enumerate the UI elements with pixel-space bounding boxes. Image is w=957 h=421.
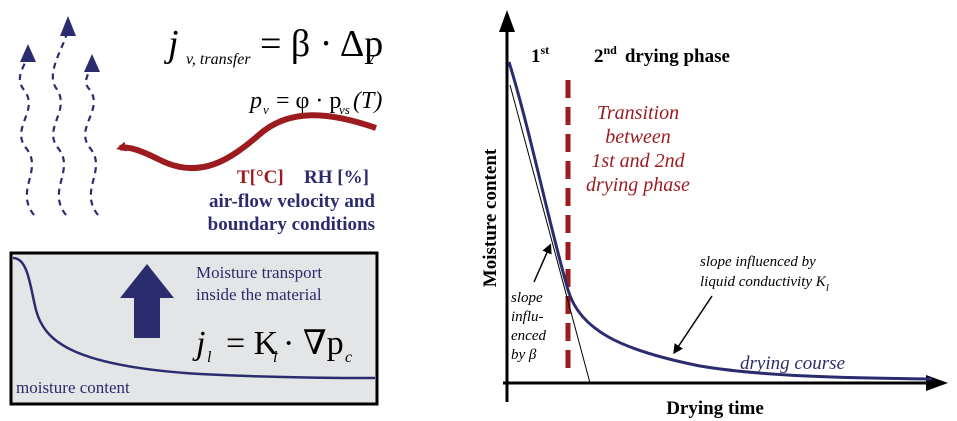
svg-text:v: v [366,48,374,68]
svg-text:j: j [163,23,179,65]
airflow-arrow [116,112,377,172]
climate-labels: T[°C] RH [%] [237,167,369,188]
arrow-up-icon [84,54,100,72]
y-axis-label: Moisture content [480,148,501,287]
svg-text:T[°C]: T[°C] [237,167,284,188]
svg-text:boundary conditions: boundary conditions [208,214,375,235]
slope-k-arrow [673,295,713,355]
tangent-line [509,84,591,384]
svg-text:enced: enced [511,328,546,344]
svg-text:RH [%]: RH [%] [304,167,369,188]
svg-text:= K: = K [226,325,279,362]
svg-text:influ-: influ- [511,309,544,325]
moisture-profile-curve [12,256,376,380]
vapor-line-2 [51,23,70,216]
slope-beta-label: slope influ- enced by β [511,290,546,363]
arrow-up-icon [60,16,76,36]
svg-text:1st and 2nd: 1st and 2nd [591,150,685,172]
formula-transfer: j v, transfer = β · Δp v [163,23,383,68]
drying-chart: Moisture content Drying time 1st 2nd dryi… [480,10,948,419]
svg-text:drying phase: drying phase [586,174,690,196]
svg-text:= φ · p: = φ · p [276,88,341,114]
x-axis-arrow [926,375,948,391]
svg-text:c: c [345,349,352,366]
svg-text:by β: by β [511,347,537,363]
svg-text:between: between [605,126,671,148]
phase-2-heading: 2nd drying phase [594,43,730,67]
svg-text:(T): (T) [353,88,382,114]
drying-course-label: drying course [740,353,845,374]
x-axis-label: Drying time [666,398,764,419]
arrow-up-icon [20,44,36,62]
formula-vapor-pressure: p v = φ · p vs (T) [248,88,382,117]
svg-text:slope influenced by: slope influenced by [700,254,816,270]
svg-text:= β · Δp: = β · Δp [260,23,383,65]
material-box: Moisture transport inside the material j… [9,251,379,406]
svg-text:vs: vs [339,102,350,117]
vapor-line-1 [18,49,35,216]
vapor-arrowheads [20,16,100,72]
vapor-line-3 [84,61,99,216]
svg-text:moisture content: moisture content [16,378,130,397]
slope-k-label: slope influenced by liquid conductivity … [700,254,829,294]
phase-1-heading: 1st [531,43,549,67]
y-axis-arrow [499,10,515,32]
svg-text:v, transfer: v, transfer [186,51,251,68]
svg-text:slope: slope [511,290,543,306]
svg-text:· ∇p: · ∇p [283,325,344,362]
svg-text:Transition: Transition [597,102,679,124]
vapor-flow-lines [18,23,99,216]
svg-text:p: p [248,88,262,114]
svg-text:air-flow velocity and: air-flow velocity and [209,191,375,212]
svg-text:l: l [207,349,212,366]
svg-text:l: l [273,349,278,366]
svg-text:inside the material: inside the material [196,285,322,304]
drying-curve [507,61,933,381]
svg-text:liquid conductivity Kl: liquid conductivity Kl [700,274,829,294]
svg-text:v: v [263,102,269,117]
transition-label: Transition between 1st and 2nd drying ph… [586,102,690,196]
slope-beta-arrow [533,243,552,283]
svg-text:j: j [192,325,205,362]
airflow-labels: air-flow velocity and boundary condition… [208,191,376,235]
arrow-up-icon [120,264,174,338]
svg-text:Moisture transport: Moisture transport [196,263,322,282]
